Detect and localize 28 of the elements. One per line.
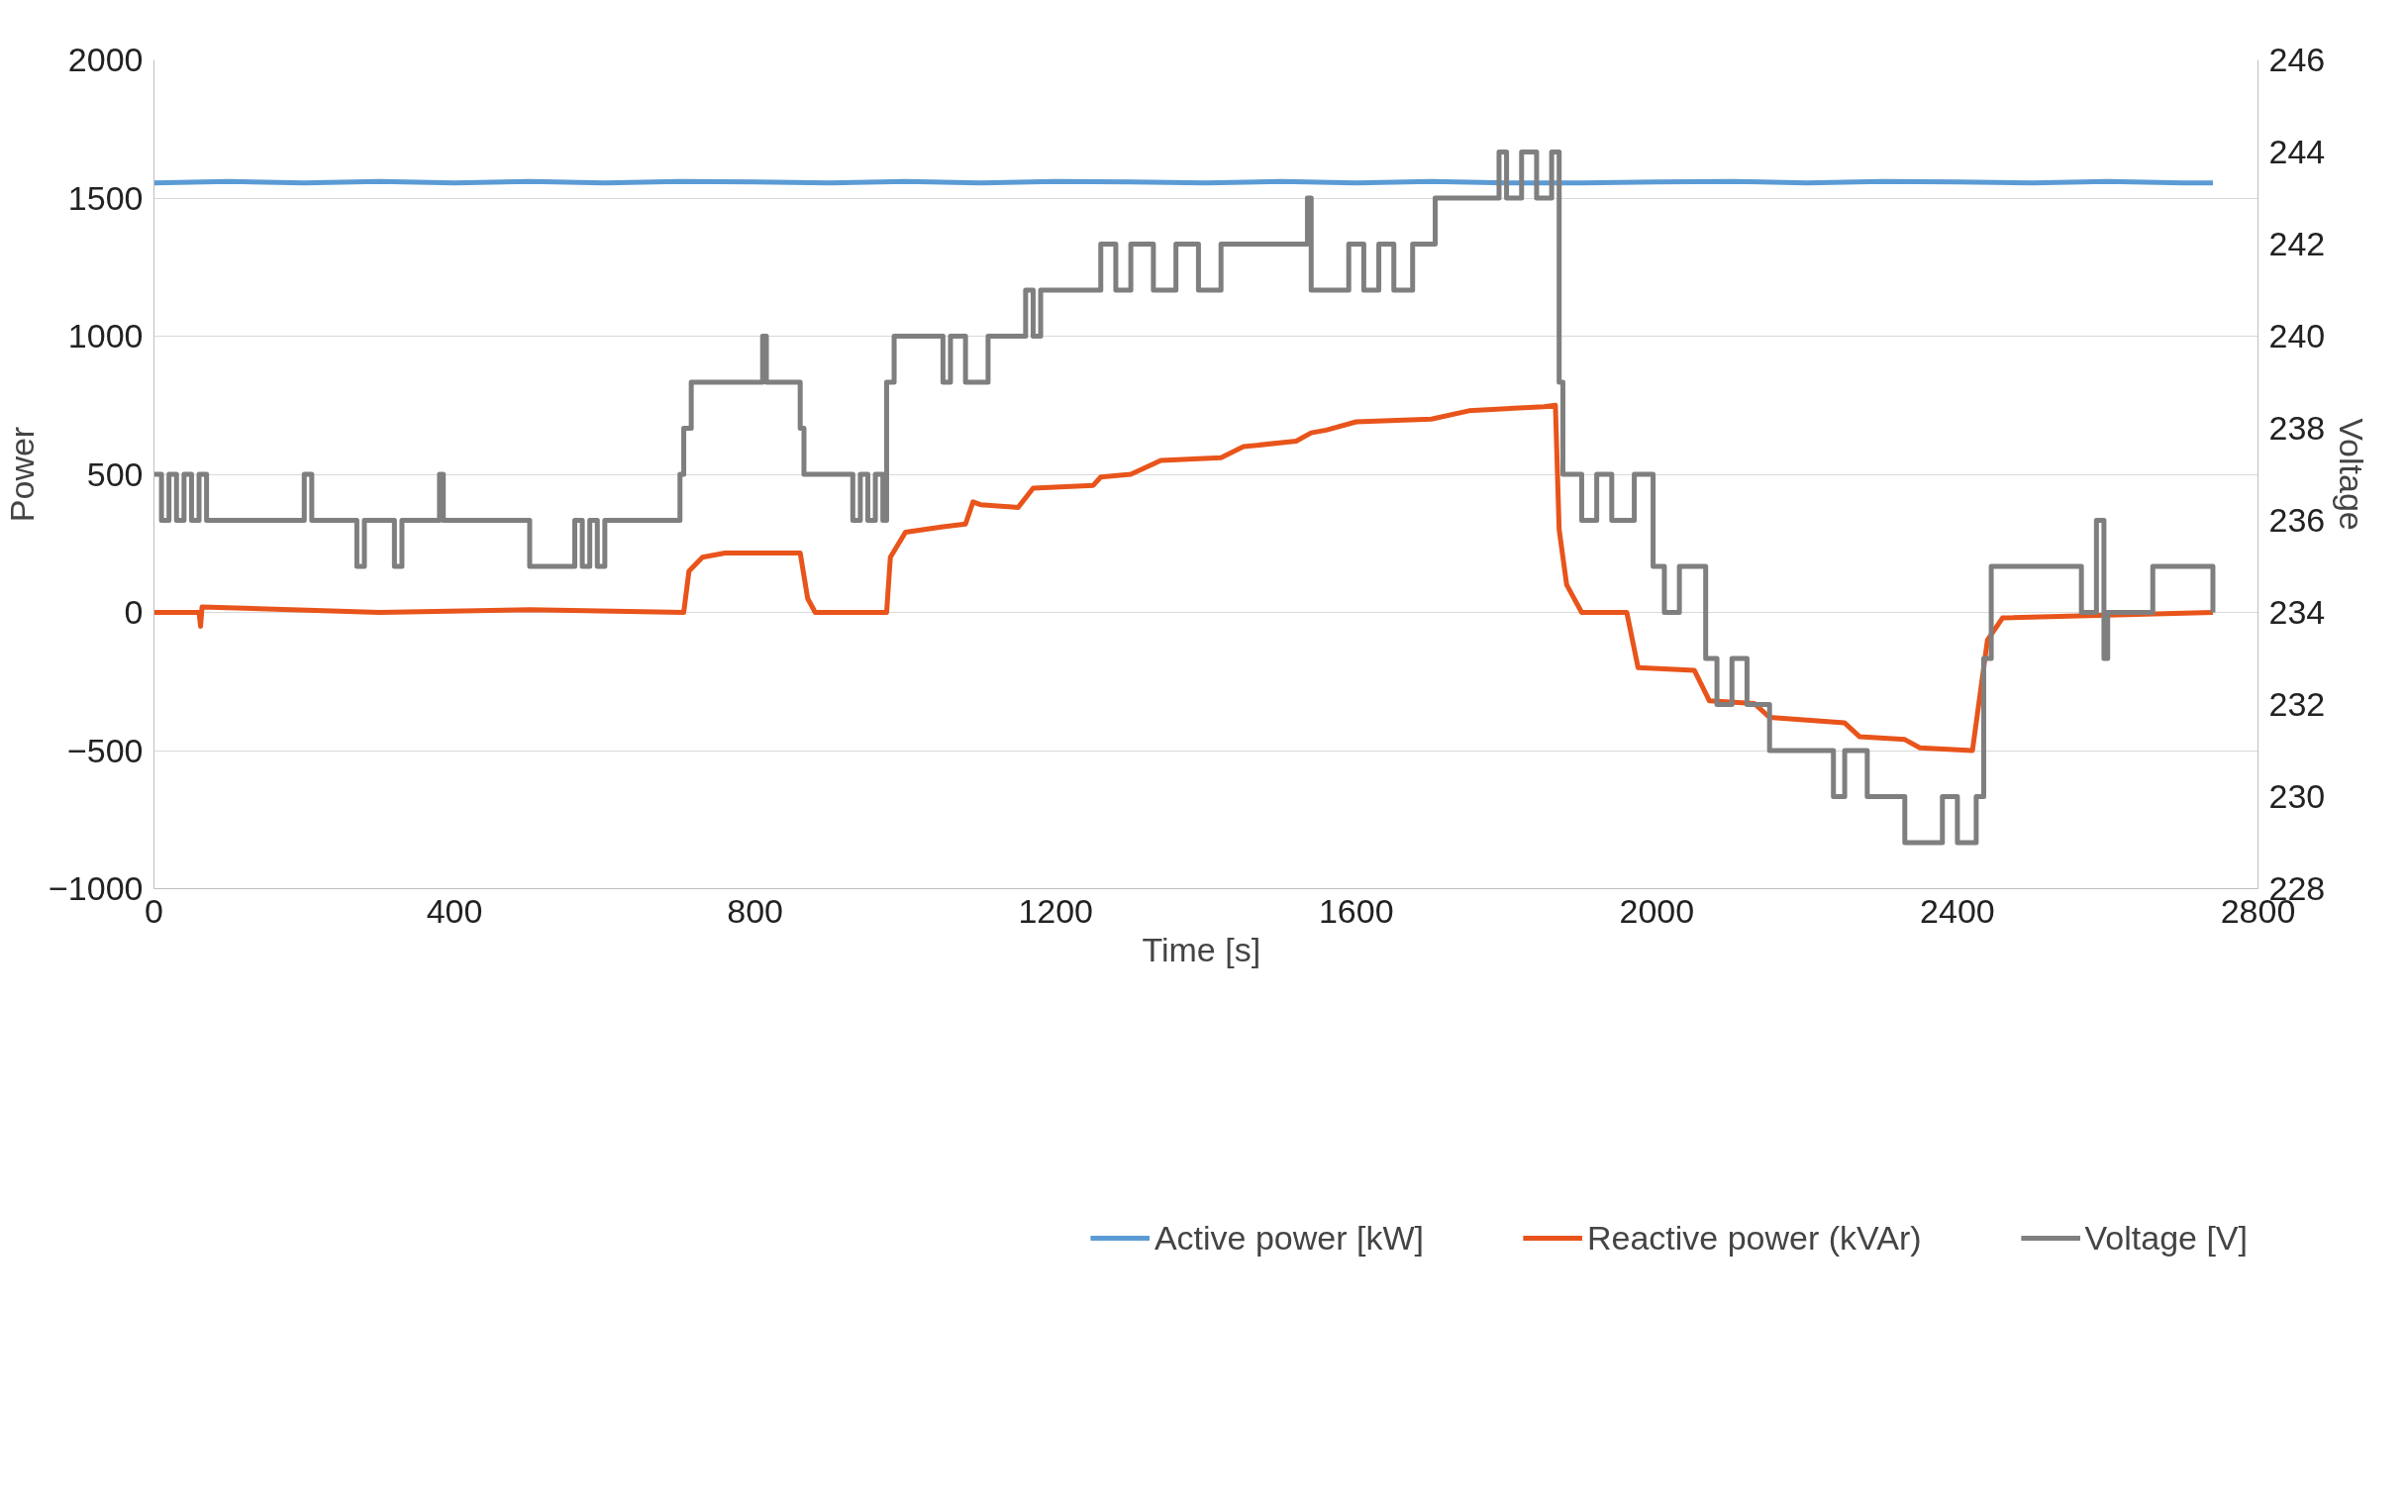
y-tick-label: 2000 [67, 41, 144, 78]
y-axis-title: Power [3, 426, 42, 523]
legend-label: Reactive power (kVAr) [1586, 1218, 1922, 1258]
y-tick-label: 500 [86, 454, 144, 493]
y2-tick-label: 242 [2268, 225, 2326, 262]
x-tick-label: 1600 [1318, 891, 1394, 930]
y2-tick-label: 230 [2268, 777, 2326, 815]
y2-tick-label: 238 [2268, 409, 2326, 447]
y2-tick-label: 232 [2268, 685, 2326, 723]
y-tick-label: −500 [66, 731, 144, 769]
y-tick-label: 0 [124, 593, 144, 631]
y2-tick-label: 246 [2268, 41, 2326, 78]
x-axis-title: Time [s] [1142, 930, 1261, 968]
x-tick-label: 400 [426, 891, 483, 930]
y2-tick-label: 244 [2268, 133, 2326, 170]
x-tick-label: 800 [727, 891, 784, 930]
x-tick-label: 2000 [1619, 891, 1695, 930]
y2-tick-label: 234 [2268, 593, 2326, 631]
legend-label: Voltage [V] [2084, 1218, 2248, 1258]
y-tick-label: −1000 [49, 869, 144, 907]
x-tick-label: 2400 [1920, 891, 1995, 930]
y-tick-label: 1500 [67, 178, 144, 217]
y2-tick-label: 236 [2268, 501, 2326, 539]
y-tick-label: 1000 [67, 317, 144, 354]
y2-tick-label: 240 [2268, 317, 2326, 354]
y2-axis-title: Voltage [2333, 418, 2371, 531]
legend-label: Active power [kW] [1154, 1218, 1424, 1258]
x-tick-label: 1200 [1018, 891, 1094, 930]
